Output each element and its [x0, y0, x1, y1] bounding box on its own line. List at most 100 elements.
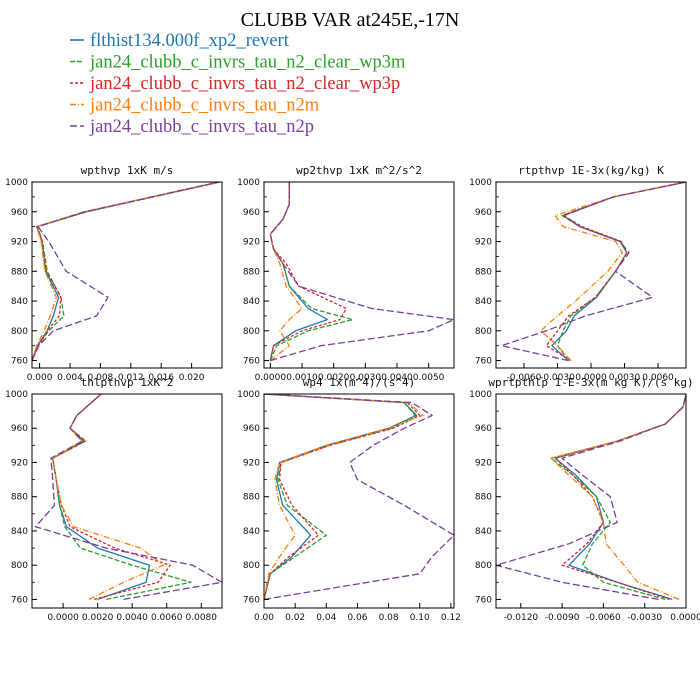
y-tick-label: 840 — [11, 527, 28, 537]
panel-title: wp2thvp 1xK m^2/s^2 — [296, 164, 422, 177]
x-tick-label: 0.020 — [179, 373, 205, 383]
x-tick-label: 0.008 — [88, 373, 114, 383]
y-tick-label: 880 — [475, 493, 492, 503]
panel-3: thlpthvp 1xK^2 760 800 840 880 920 960 1000 0.00… — [5, 376, 223, 623]
x-tick-label: 0.0020 — [82, 613, 114, 623]
series-line — [264, 394, 418, 600]
x-tick-label: 0.0040 — [381, 373, 413, 383]
panel-1: wp2thvp 1xK m^2/s^2 760 800 840 880 920 960 100… — [237, 164, 455, 383]
legend-label: jan24_clubb_c_invrs_tau_n2p — [89, 117, 314, 137]
y-tick-label: 800 — [475, 561, 492, 571]
y-tick-label: 960 — [243, 424, 260, 434]
panel-2: rtpthvp 1E-3x(kg/kg) K 760 800 840 880 920 960… — [469, 164, 687, 383]
series-group — [264, 394, 454, 601]
panels: wpthvp 1xK m/s 760 800 840 880 920 960 1000 0.00… — [5, 164, 700, 623]
x-tick-label: 0.0000 — [670, 613, 700, 623]
series-line — [264, 394, 421, 600]
x-tick-label: 0.004 — [57, 373, 83, 383]
x-tick-label: 0.06 — [347, 613, 367, 623]
x-tick-label: 0.0000 — [255, 373, 287, 383]
y-tick-label: 800 — [243, 327, 260, 337]
series-group — [32, 182, 220, 361]
series-line — [556, 182, 686, 361]
series-line — [545, 182, 686, 362]
plot-frame — [263, 181, 455, 369]
y-tick-label: 920 — [475, 238, 492, 248]
x-tick-label: 0.10 — [410, 613, 430, 623]
series-line — [269, 182, 454, 362]
x-tick-label: 0.00 — [254, 613, 274, 623]
legend-label: jan24_clubb_c_invrs_tau_n2_clear_wp3m — [89, 53, 406, 73]
series-line — [500, 182, 686, 362]
series-line — [264, 394, 454, 601]
x-tick-label: 0.0080 — [186, 613, 218, 623]
x-tick-label: 0.0000 — [575, 373, 607, 383]
plot-frame — [31, 393, 223, 609]
x-tick-label: 0.02 — [285, 613, 305, 623]
y-tick-label: 840 — [475, 527, 492, 537]
x-tick-label: 0.12 — [441, 613, 461, 623]
x-tick-label: -0.0060 — [586, 613, 621, 623]
legend: flthist134.000f_xp2_revertjan24_clubb_c_… — [70, 31, 406, 137]
y-tick-label: 800 — [11, 327, 28, 337]
y-tick-label: 760 — [11, 357, 28, 367]
x-tick-label: 0.000 — [27, 373, 53, 383]
y-tick-label: 1000 — [469, 390, 492, 400]
x-tick-label: 0.0020 — [318, 373, 350, 383]
x-tick-label: 0.0040 — [116, 613, 148, 623]
y-tick-label: 880 — [475, 267, 492, 277]
y-tick-label: 960 — [243, 208, 260, 218]
y-tick-label: 800 — [475, 327, 492, 337]
series-group — [496, 394, 686, 601]
y-tick-label: 760 — [11, 595, 28, 605]
series-line — [269, 182, 347, 361]
plot-frame — [31, 181, 223, 369]
x-tick-label: 0.0060 — [642, 373, 674, 383]
y-tick-label: 960 — [475, 424, 492, 434]
panel-5: wprtpthlp 1-E-3x(m kg K)/(s kg) 760 800 840… — [469, 376, 700, 623]
x-tick-label: -0.0060 — [507, 373, 542, 383]
y-tick-label: 880 — [11, 493, 28, 503]
y-tick-label: 1000 — [237, 178, 260, 188]
y-tick-label: 920 — [475, 458, 492, 468]
x-tick-label: -0.0030 — [540, 373, 575, 383]
panel-title: wp4 1x(m^4)/(s^4) — [303, 376, 416, 389]
y-tick-label: 800 — [11, 561, 28, 571]
y-tick-label: 920 — [11, 458, 28, 468]
series-line — [264, 394, 416, 600]
panel-title: rtpthvp 1E-3x(kg/kg) K — [518, 164, 664, 177]
y-tick-label: 960 — [11, 424, 28, 434]
y-tick-label: 880 — [11, 267, 28, 277]
y-tick-label: 880 — [243, 267, 260, 277]
y-tick-label: 960 — [11, 208, 28, 218]
y-tick-label: 760 — [475, 357, 492, 367]
y-tick-label: 920 — [11, 238, 28, 248]
series-line — [496, 394, 686, 601]
series-group — [269, 182, 454, 362]
series-group — [34, 394, 222, 601]
panel-0: wpthvp 1xK m/s 760 800 840 880 920 960 1000 0.00… — [5, 164, 223, 383]
series-line — [52, 394, 171, 601]
x-tick-label: -0.0120 — [503, 613, 538, 623]
x-tick-label: 0.0060 — [151, 613, 183, 623]
series-line — [540, 182, 686, 362]
panel-title: wpthvp 1xK m/s — [81, 164, 174, 177]
y-tick-label: 760 — [243, 357, 260, 367]
panel-4: wp4 1x(m^4)/(s^4) 760 800 840 880 920 960 1000 0… — [237, 376, 461, 623]
x-tick-label: 0.0030 — [350, 373, 382, 383]
legend-label: jan24_clubb_c_invrs_tau_n2_clear_wp3p — [89, 74, 400, 94]
legend-label: flthist134.000f_xp2_revert — [90, 31, 290, 51]
x-tick-label: 0.0010 — [286, 373, 318, 383]
series-line — [52, 394, 164, 600]
y-tick-label: 920 — [243, 238, 260, 248]
x-tick-label: 0.08 — [379, 613, 399, 623]
y-tick-label: 1000 — [469, 178, 492, 188]
panel-title: wprtpthlp 1-E-3x(m kg K)/(s kg) — [488, 376, 693, 389]
x-tick-label: -0.0030 — [627, 613, 662, 623]
y-tick-label: 1000 — [5, 178, 28, 188]
y-tick-label: 1000 — [5, 390, 28, 400]
series-group — [500, 182, 686, 362]
panel-title: thlpthvp 1xK^2 — [81, 376, 174, 389]
plot-frame — [495, 393, 687, 609]
